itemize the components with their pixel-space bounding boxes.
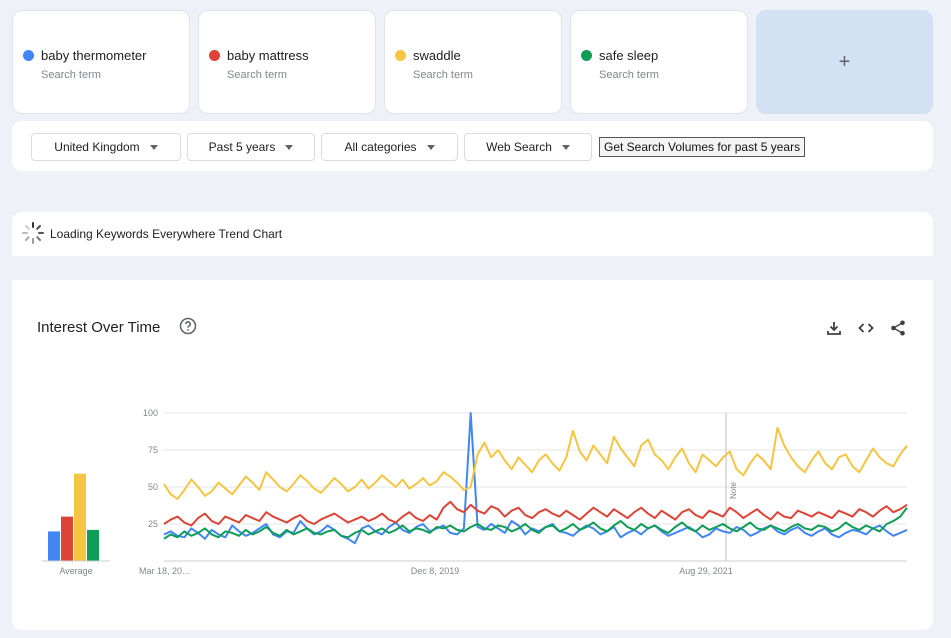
average-bar-baby-mattress — [61, 516, 73, 561]
search-term-name: safe sleep — [599, 48, 659, 63]
get-search-volumes-button[interactable]: Get Search Volumes for past 5 years — [599, 137, 806, 157]
x-tick-label: Mar 18, 20... — [139, 566, 190, 576]
search-term-type: Search term — [41, 69, 101, 81]
category-value: All categories — [344, 140, 417, 154]
series-line-swaddle — [163, 426, 908, 500]
time-range-value: Past 5 years — [208, 140, 276, 154]
average-bar-safe-sleep — [87, 529, 99, 561]
caret-down-icon — [426, 144, 435, 150]
series-color-dot — [581, 50, 592, 61]
search-type-value: Web Search — [486, 140, 552, 154]
region-value: United Kingdom — [54, 140, 140, 154]
filter-bar: United Kingdom Past 5 years All categori… — [12, 121, 933, 171]
note-label: Note — [729, 482, 738, 499]
interest-over-time-card: Interest Over Time 100 75 50 25 Mar 18, 20..… — [12, 280, 933, 630]
search-term-name: swaddle — [413, 48, 461, 63]
interest-chart: 100 75 50 25 Mar 18, 20... Dec 8, 2019 Aug 29,… — [42, 408, 908, 576]
category-dropdown[interactable]: All categories — [321, 133, 458, 161]
search-term-type: Search term — [599, 69, 659, 81]
search-term-card-1[interactable]: baby thermometer Search term — [12, 10, 190, 114]
caret-down-icon — [561, 144, 570, 150]
series-color-dot — [23, 50, 34, 61]
embed-icon[interactable] — [857, 319, 875, 337]
series-color-dot — [209, 50, 220, 61]
loading-spinner-icon — [22, 222, 44, 244]
add-comparison-button[interactable]: + — [756, 10, 933, 114]
search-term-type: Search term — [227, 69, 287, 81]
help-icon[interactable] — [179, 317, 197, 335]
share-icon[interactable] — [889, 319, 907, 337]
time-range-dropdown[interactable]: Past 5 years — [187, 133, 315, 161]
keywords-everywhere-loading: Loading Keywords Everywhere Trend Chart — [12, 212, 933, 256]
y-tick-label: 100 — [143, 408, 158, 418]
search-term-card-3[interactable]: swaddle Search term — [384, 10, 562, 114]
average-label: Average — [59, 566, 92, 576]
series-line-baby-mattress — [163, 500, 908, 527]
search-term-name: baby mattress — [227, 48, 309, 63]
y-tick-label: 75 — [148, 445, 158, 455]
search-term-card-2[interactable]: baby mattress Search term — [198, 10, 376, 114]
series-line-safe-sleep — [163, 507, 908, 540]
download-icon[interactable] — [825, 319, 843, 337]
chart-title: Interest Over Time — [37, 319, 161, 336]
series-color-dot — [395, 50, 406, 61]
plus-icon: + — [838, 50, 851, 73]
search-type-dropdown[interactable]: Web Search — [464, 133, 592, 161]
search-term-type: Search term — [413, 69, 473, 81]
search-term-name: baby thermometer — [41, 48, 147, 63]
caret-down-icon — [149, 144, 158, 150]
average-bar-baby-thermometer — [48, 531, 60, 561]
y-tick-label: 50 — [148, 482, 158, 492]
loading-text: Loading Keywords Everywhere Trend Chart — [50, 227, 283, 241]
average-bar-swaddle — [74, 473, 86, 561]
x-tick-label: Aug 29, 2021 — [679, 566, 733, 576]
caret-down-icon — [285, 144, 294, 150]
y-tick-label: 25 — [148, 519, 158, 529]
search-term-card-4[interactable]: safe sleep Search term — [570, 10, 748, 114]
region-dropdown[interactable]: United Kingdom — [31, 133, 181, 161]
x-tick-label: Dec 8, 2019 — [411, 566, 460, 576]
